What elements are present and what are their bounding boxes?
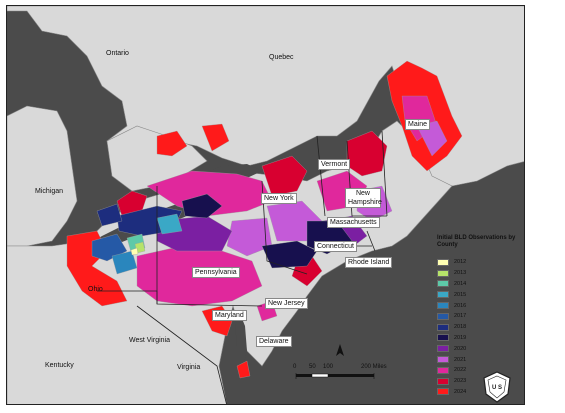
label-west-virginia: West Virginia — [129, 337, 170, 344]
legend-swatch — [437, 280, 449, 288]
scale-bar: 0 50 100 200 Miles — [293, 364, 405, 386]
legend-year: 2023 — [454, 378, 467, 385]
label-michigan: Michigan — [35, 188, 64, 195]
legend-item: 2022 — [437, 365, 517, 376]
state-borders — [97, 130, 388, 404]
legend-swatch — [437, 388, 449, 396]
legend-item: 2014 — [437, 279, 517, 290]
legend-swatch — [437, 323, 449, 331]
label-new-york: New York — [261, 193, 297, 204]
legend-swatch — [437, 258, 449, 266]
legend-swatch — [437, 345, 449, 353]
legend-swatch — [437, 291, 449, 299]
legend-item: 2013 — [437, 268, 517, 279]
label-vermont: Vermont — [318, 159, 351, 170]
legend-list: 2012 2013 2014 2015 2016 2017 2018 2019 2020 2021… — [437, 257, 517, 397]
county-observations — [66, 60, 463, 379]
scale-tick-50: 50 — [309, 364, 316, 370]
legend-year: 2016 — [454, 302, 467, 309]
legend-item: 2020 — [437, 343, 517, 354]
legend-year: 2024 — [454, 388, 467, 395]
legend-item: 2019 — [437, 333, 517, 344]
legend-swatch — [437, 334, 449, 342]
scale-tick-0: 0 — [293, 364, 297, 370]
legend-year: 2021 — [454, 356, 467, 363]
legend-item: 2016 — [437, 300, 517, 311]
legend-year: 2012 — [454, 259, 467, 266]
legend-item: 2021 — [437, 354, 517, 365]
label-massachusetts: Massachusetts — [327, 217, 380, 228]
label-quebec: Quebec — [269, 54, 294, 61]
legend-year: 2019 — [454, 334, 467, 341]
chesapeake-bay — [235, 311, 247, 366]
legend-swatch — [437, 302, 449, 310]
label-connecticut: Connecticut — [314, 241, 357, 252]
north-arrow-icon — [335, 344, 345, 358]
legend-item: 2018 — [437, 322, 517, 333]
scale-tick-100: 100 — [323, 364, 334, 370]
label-delaware: Delaware — [256, 336, 292, 347]
legend-year: 2018 — [454, 324, 467, 331]
label-maryland: Maryland — [212, 310, 247, 321]
label-virginia: Virginia — [177, 364, 201, 371]
land-michigan — [7, 105, 78, 247]
label-rhode-island: Rhode Island — [345, 257, 393, 268]
legend-year: 2015 — [454, 291, 467, 298]
scale-graphic — [295, 373, 375, 379]
label-new-jersey: New Jersey — [265, 298, 308, 309]
legend-year: 2014 — [454, 280, 467, 287]
legend-swatch — [437, 269, 449, 277]
label-ontario: Ontario — [106, 50, 129, 57]
legend-year: 2022 — [454, 367, 467, 374]
land-north — [7, 6, 524, 187]
label-maine: Maine — [405, 119, 431, 130]
legend: Initial BLD Observations by County 2012 2… — [437, 235, 517, 397]
map-panel: Ontario Quebec Michigan Ohio Kentucky We… — [6, 5, 525, 405]
legend-item: 2012 — [437, 257, 517, 268]
legend-item: 2023 — [437, 376, 517, 387]
label-new-hampshire: New Hampshire — [345, 188, 382, 208]
legend-swatch — [437, 356, 449, 364]
legend-swatch — [437, 366, 449, 374]
label-ohio: Ohio — [88, 286, 103, 293]
legend-title: Initial BLD Observations by County — [437, 235, 516, 248]
legend-year: 2017 — [454, 313, 467, 320]
svg-text:U S: U S — [492, 385, 502, 391]
legend-item: 2015 — [437, 289, 517, 300]
legend-item: 2017 — [437, 311, 517, 322]
scale-tick-200: 200 Miles — [361, 364, 387, 370]
legend-swatch — [437, 312, 449, 320]
label-pennsylvania: Pennsylvania — [192, 267, 240, 278]
legend-swatch — [437, 377, 449, 385]
label-kentucky: Kentucky — [45, 362, 74, 369]
map-canvas — [7, 6, 524, 404]
legend-year: 2020 — [454, 345, 467, 352]
usfs-shield-icon: U S — [480, 370, 514, 404]
legend-item: 2024 — [437, 387, 517, 398]
legend-year: 2013 — [454, 270, 467, 277]
